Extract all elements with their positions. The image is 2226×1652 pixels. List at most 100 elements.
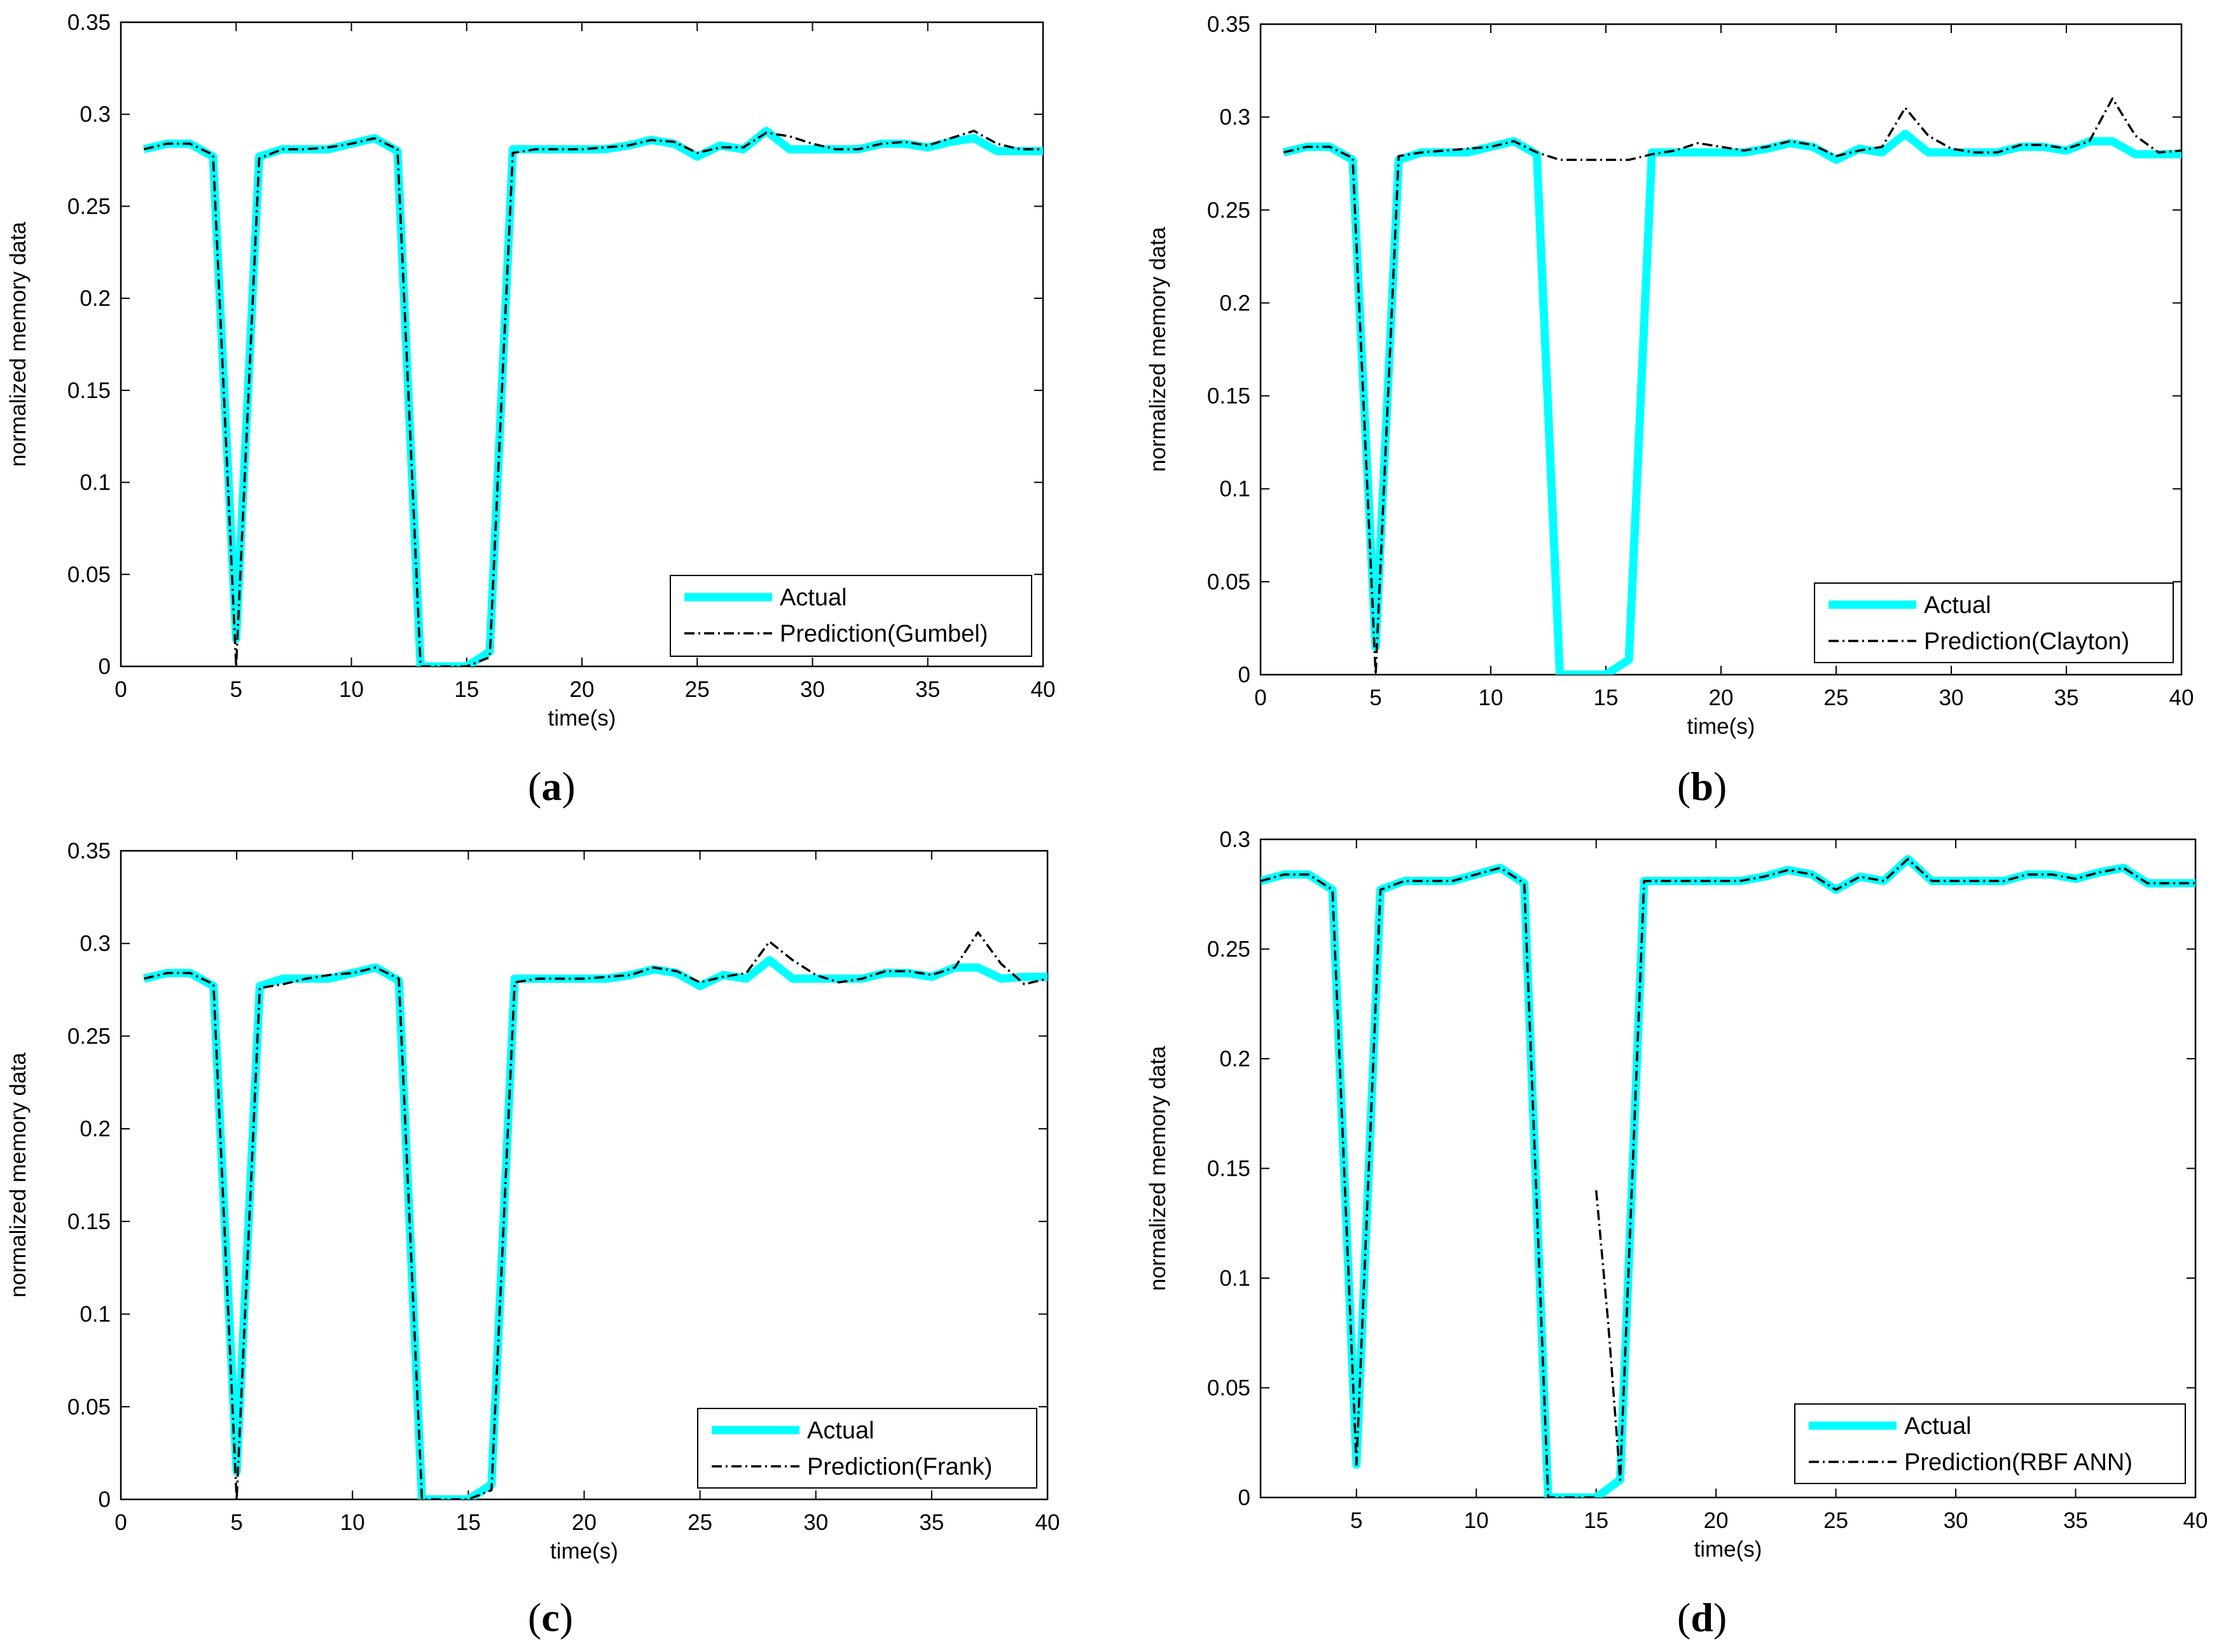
caption-open-paren: (: [528, 1595, 541, 1640]
caption-letter: c: [541, 1595, 559, 1640]
x-tick-label: 10: [1464, 1508, 1489, 1533]
x-tick-label: 40: [2183, 1508, 2208, 1533]
x-axis-label: time(s): [550, 1539, 618, 1564]
y-tick-label: 0.05: [1207, 1376, 1250, 1401]
x-tick-label: 0: [114, 677, 127, 702]
x-axis-label: time(s): [548, 706, 616, 731]
y-tick-label: 0.35: [67, 839, 111, 864]
x-tick-label: 40: [2169, 685, 2194, 710]
panel-b: 0 5 10 15 20 25 30 35 40 0 0.05 0.1 0.15 0.2 0.25 0.3 0.…: [1145, 12, 2194, 809]
legend-label: Prediction(Clayton): [1924, 628, 2129, 655]
x-tick-label: 0: [1254, 685, 1266, 710]
x-tick-label: 35: [2054, 685, 2079, 710]
caption-close-paren: ): [1713, 764, 1727, 809]
x-tick-label: 25: [1823, 1508, 1848, 1533]
plot-area: [1259, 23, 2183, 676]
y-tick-label: 0: [1238, 1485, 1250, 1510]
x-tick-label: 40: [1035, 1510, 1060, 1535]
y-tick-label: 0.35: [67, 10, 111, 35]
x-tick-label: 10: [1479, 685, 1504, 710]
y-tick-label: 0.15: [1207, 384, 1250, 409]
x-tick-label: 10: [340, 1510, 365, 1535]
series-prediction-line: [1261, 867, 1596, 1497]
panel-c: 0 5 10 15 20 25 30 35 40 0 0.05 0.1 0.15 0.2 0.25 0.3 0.…: [6, 839, 1060, 1640]
legend-label: Actual: [1904, 1413, 1972, 1440]
y-tick-label: 0.2: [1219, 291, 1250, 315]
caption-letter: d: [1690, 1595, 1713, 1640]
x-tick-label: 15: [456, 1510, 481, 1535]
x-axis-label: time(s): [1694, 1537, 1762, 1562]
y-axis-label: normalized memory data: [1145, 1045, 1170, 1291]
x-tick-label: 25: [688, 1510, 712, 1535]
legend-box: [1794, 1403, 2186, 1484]
plot-area: [1259, 838, 2197, 1499]
x-tick-label: 20: [1709, 685, 1734, 710]
y-tick-label: 0.15: [67, 1209, 111, 1234]
x-tick-label: 20: [570, 677, 595, 702]
panel-caption: (b): [1677, 764, 1727, 809]
legend-label: Prediction(Gumbel): [780, 621, 988, 647]
series-prediction-line: [1594, 858, 2195, 1482]
caption-letter: a: [541, 764, 562, 809]
y-tick-label: 0.35: [1207, 12, 1250, 37]
x-tick-label: 30: [800, 677, 825, 702]
plot-area: [120, 21, 1044, 668]
legend-label: Actual: [780, 584, 847, 611]
y-tick-label: 0.2: [80, 286, 111, 311]
y-tick-label: 0.2: [80, 1117, 111, 1141]
x-tick-label: 40: [1031, 677, 1056, 702]
caption-close-paren: ): [562, 764, 575, 809]
panel-a: 0 5 10 15 20 25 30 35 40 0 0.05 0.1 0.15 0.2 0.25 0.3 0.…: [6, 10, 1055, 809]
y-tick-label: 0.1: [80, 1302, 111, 1327]
x-tick-label: 15: [1584, 1508, 1608, 1533]
y-tick-label: 0.25: [67, 1024, 111, 1049]
caption-close-paren: ): [560, 1595, 573, 1640]
x-tick-label: 0: [114, 1510, 127, 1535]
x-tick-label: 20: [1704, 1508, 1729, 1533]
legend-label: Actual: [1924, 592, 1991, 619]
x-tick-label: 5: [1369, 685, 1381, 710]
legend-label: Prediction(Frank): [807, 1454, 992, 1480]
x-tick-label: 15: [454, 677, 479, 702]
y-tick-label: 0.1: [1219, 477, 1250, 502]
x-tick-label: 30: [1944, 1508, 1968, 1533]
x-tick-label: 5: [230, 677, 242, 702]
y-tick-label: 0.3: [1219, 105, 1250, 130]
series-prediction-line: [143, 130, 1043, 666]
panel-caption: (c): [528, 1595, 573, 1640]
caption-close-paren: ): [1713, 1595, 1727, 1640]
y-tick-label: 0.2: [1219, 1047, 1250, 1071]
x-tick-label: 25: [685, 677, 710, 702]
caption-open-paren: (: [1677, 764, 1690, 809]
x-axis-label: time(s): [1687, 714, 1755, 739]
y-tick-label: 0.25: [1207, 937, 1250, 962]
x-tick-label: 35: [919, 1510, 944, 1535]
caption-open-paren: (: [1677, 1595, 1690, 1640]
y-tick-label: 0.3: [1219, 827, 1250, 852]
y-tick-label: 0.05: [67, 1394, 111, 1419]
legend-box: [697, 1408, 1037, 1489]
legend-label: Prediction(RBF ANN): [1904, 1449, 2133, 1476]
x-tick-label: 35: [2063, 1508, 2088, 1533]
legend-label: Actual: [807, 1417, 874, 1444]
y-axis-label: normalized memory data: [6, 1052, 31, 1298]
y-tick-label: 0.15: [1207, 1157, 1250, 1181]
legend-box: [670, 575, 1032, 657]
y-tick-label: 0.3: [80, 102, 111, 127]
y-tick-label: 0.1: [1219, 1266, 1250, 1291]
y-tick-label: 0.25: [67, 194, 111, 219]
y-tick-label: 0.3: [80, 932, 111, 956]
x-tick-label: 5: [230, 1510, 242, 1535]
y-axis-label: normalized memory data: [6, 221, 31, 467]
series-prediction-line: [143, 931, 1047, 1499]
x-tick-label: 30: [1939, 685, 1964, 710]
y-tick-label: 0.05: [67, 562, 111, 587]
x-tick-label: 10: [339, 677, 364, 702]
x-tick-label: 35: [915, 677, 940, 702]
y-tick-label: 0: [1238, 663, 1250, 687]
y-tick-label: 0.05: [1207, 570, 1250, 595]
x-tick-label: 25: [1824, 685, 1849, 710]
x-tick-label: 30: [803, 1510, 828, 1535]
y-tick-label: 0: [99, 654, 111, 679]
